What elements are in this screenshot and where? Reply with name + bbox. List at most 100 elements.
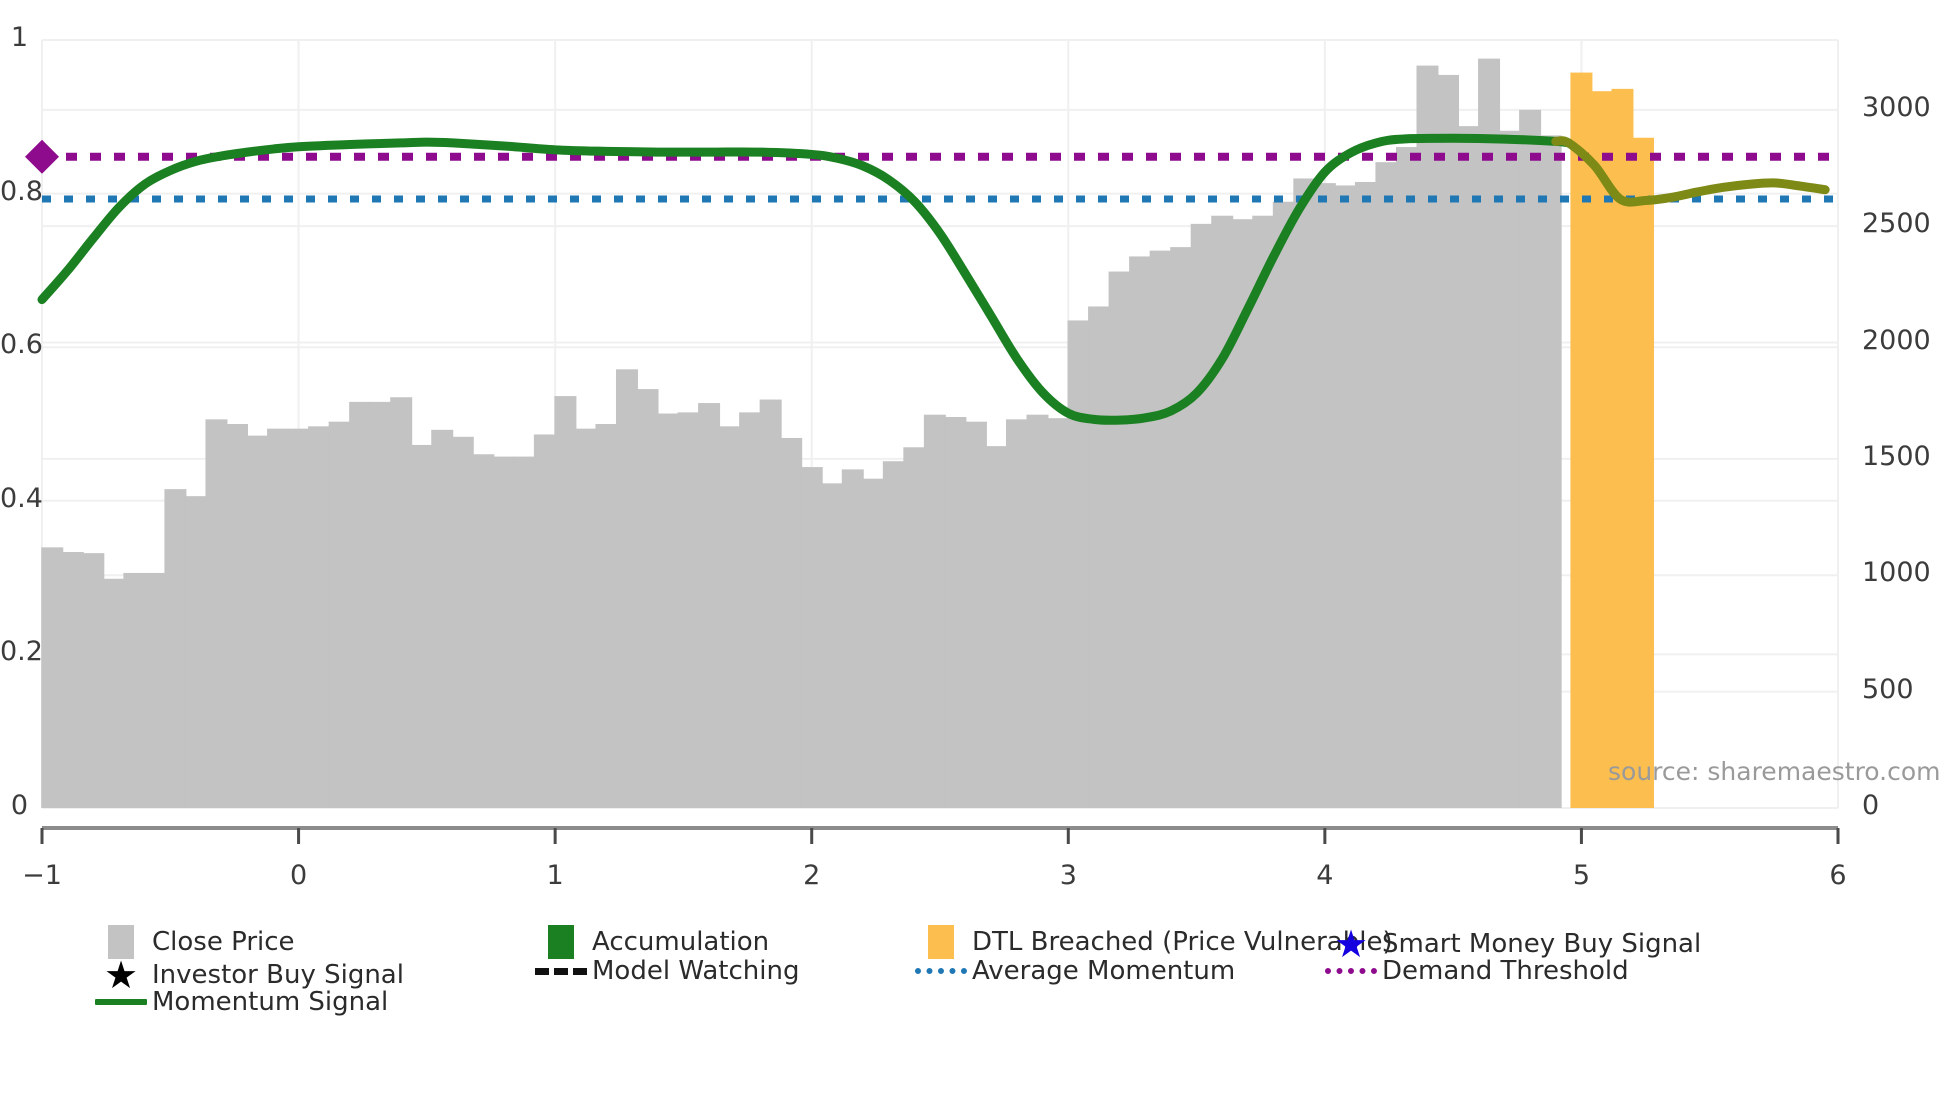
bar-close-price (451, 436, 474, 808)
bar-close-price (1375, 162, 1398, 808)
bar-close-price (1293, 178, 1316, 809)
bar-close-price (164, 489, 187, 808)
legend-key-dash (530, 967, 592, 975)
bar-close-price (1395, 147, 1418, 808)
bar-close-price (862, 478, 885, 808)
y-axis-tick-right: 0 (1862, 790, 1880, 821)
bar-close-price (759, 399, 782, 808)
legend-swatch-dashed-line-icon (535, 967, 587, 975)
legend-key-bar (90, 925, 152, 959)
bar-close-price (369, 401, 392, 808)
y-axis-tick-right: 500 (1862, 673, 1914, 705)
legend-item-label: Close Price (152, 927, 295, 957)
bar-close-price (1519, 109, 1542, 809)
bar-close-price (184, 496, 207, 808)
bar-close-price (657, 413, 680, 808)
bar-close-price (102, 578, 125, 808)
legend-row: ★ Investor Buy Signal Model Watching Averag… (90, 956, 1890, 994)
x-axis-tick: 1 (546, 860, 564, 891)
bar-close-price (431, 429, 454, 808)
legend-item-label: Demand Threshold (1382, 956, 1629, 986)
bar-close-price (677, 412, 700, 808)
legend-item-label: Average Momentum (972, 956, 1236, 986)
x-axis-tick: 4 (1316, 860, 1334, 891)
x-axis-tick: 6 (1829, 860, 1847, 891)
bar-close-price (841, 469, 864, 808)
legend-item[interactable]: ★ Smart Money Buy Signal (1320, 925, 1701, 963)
bar-close-price (985, 446, 1008, 808)
legend-swatch-bar-icon (548, 925, 574, 959)
bar-close-price (1190, 223, 1213, 808)
legend-item-label: Accumulation (592, 927, 770, 957)
bar-dtl-breached (1611, 88, 1634, 808)
bar-close-price (328, 421, 351, 808)
legend-item[interactable]: Close Price (90, 925, 295, 959)
bar-close-price (472, 454, 495, 808)
bar-close-price (923, 414, 946, 808)
x-axis-tick: −1 (22, 860, 62, 891)
legend-item[interactable]: Model Watching (530, 956, 799, 986)
chart-markers (25, 139, 59, 174)
bar-close-price (780, 437, 803, 808)
legend-item[interactable]: Average Momentum (910, 956, 1235, 986)
y-axis-tick-left: 0.4 (0, 482, 43, 514)
x-axis-tick: 3 (1059, 860, 1077, 891)
legend-key-dot (910, 968, 972, 974)
bar-close-price (1149, 250, 1172, 809)
bar-close-price (698, 403, 721, 808)
bar-close-price (492, 456, 515, 808)
bar-dtl-breached (1632, 137, 1655, 808)
bar-dtl-breached (1570, 72, 1593, 809)
bar-close-price (718, 426, 741, 808)
bar-close-price (1252, 215, 1275, 808)
y-axis-tick-right: 2500 (1862, 208, 1931, 240)
legend-row: Momentum Signal (90, 987, 1890, 1018)
legend-key-star: ★ (1320, 925, 1382, 963)
legend-swatch-dotted-line-icon (1325, 968, 1377, 974)
bar-close-price (1334, 185, 1357, 809)
bar-close-price (123, 572, 146, 808)
bar-close-price (287, 428, 310, 808)
bar-dtl-breached (1590, 91, 1613, 808)
source-attribution: source: sharemaestro.com (1608, 757, 1941, 786)
bar-close-price (533, 434, 556, 808)
bar-close-price (349, 401, 372, 808)
legend-swatch-line-icon (95, 999, 147, 1005)
legend-key-bar (910, 925, 972, 959)
x-axis-tick: 5 (1572, 860, 1591, 891)
bar-close-price (246, 435, 269, 808)
legend-item[interactable]: ★ Investor Buy Signal (90, 956, 404, 994)
demand-threshold-marker (25, 139, 59, 174)
y-axis-tick-right: 1000 (1862, 557, 1931, 589)
legend-item[interactable]: Momentum Signal (90, 987, 388, 1017)
bar-close-price (82, 553, 105, 808)
bar-close-price (554, 396, 577, 808)
legend-item[interactable]: Demand Threshold (1320, 956, 1629, 986)
bar-close-price (1354, 181, 1377, 809)
bar-close-price (1416, 65, 1439, 809)
bar-close-price (513, 456, 536, 808)
bar-close-price (636, 389, 659, 808)
bar-close-price (1272, 201, 1295, 808)
x-axis-tick: 0 (289, 860, 308, 891)
bar-close-price (944, 417, 967, 808)
bar-close-price (1047, 418, 1070, 808)
bar-close-price (41, 547, 64, 808)
bar-close-price (1437, 74, 1460, 809)
bar-close-price (61, 552, 84, 808)
bar-close-price (410, 444, 433, 808)
axis-lines (40, 826, 1840, 844)
bar-close-price (143, 572, 166, 808)
bar-close-price (615, 369, 638, 808)
legend-item-label: Momentum Signal (152, 987, 389, 1017)
legend-swatch-bar-icon (108, 925, 134, 959)
bar-close-price (1231, 219, 1254, 808)
legend-item[interactable]: DTL Breached (Price Vulnerable) (910, 925, 1393, 959)
legend-item-label: Model Watching (592, 956, 800, 986)
bar-close-price (308, 426, 331, 808)
legend-key-star: ★ (90, 956, 152, 994)
bar-close-price (595, 424, 618, 808)
y-axis-tick-right: 2000 (1862, 324, 1931, 356)
legend-item[interactable]: Accumulation (530, 925, 769, 959)
